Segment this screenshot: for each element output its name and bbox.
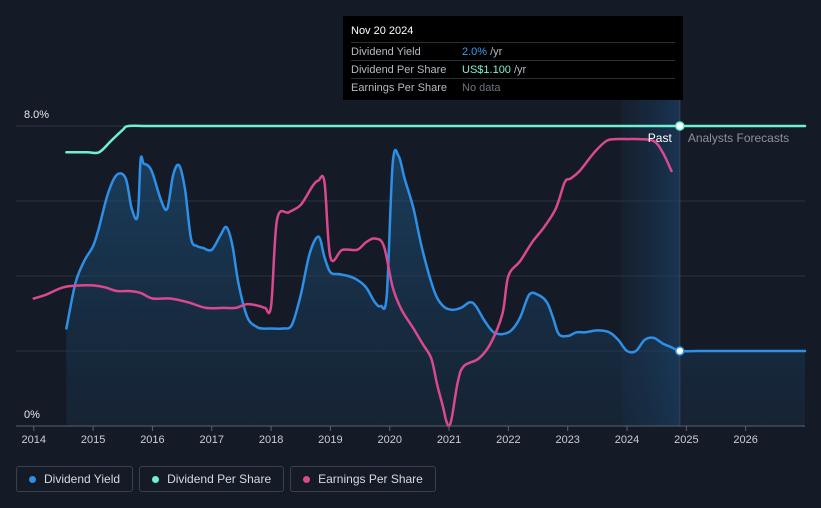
y-tick-label-top: 8.0% xyxy=(24,109,49,121)
series-area-dividend-yield xyxy=(66,150,805,426)
past-label: Past xyxy=(648,131,673,145)
tooltip: Nov 20 2024 Dividend Yield 2.0% /yr Divi… xyxy=(343,16,683,100)
legend-item-earnings-per-share[interactable]: Earnings Per Share xyxy=(290,466,436,492)
hover-markers xyxy=(675,121,685,356)
x-axis-ticks: 2014 2015 2016 2017 2018 2019 2020 2021 2022 2023… xyxy=(22,426,758,446)
legend-label: Earnings Per Share xyxy=(318,472,423,486)
legend-dot-icon xyxy=(29,475,36,483)
tooltip-unit: /yr xyxy=(490,45,503,58)
x-tick-label: 2026 xyxy=(733,434,757,446)
tooltip-unit: /yr xyxy=(513,63,527,76)
x-tick-label: 2019 xyxy=(318,434,342,446)
x-tick-label: 2017 xyxy=(200,434,224,446)
x-tick-label: 2018 xyxy=(259,434,283,446)
tooltip-value: No data xyxy=(462,81,501,94)
x-tick-label: 2024 xyxy=(615,434,639,446)
hover-marker-dividend-per-share xyxy=(675,121,685,131)
y-tick-label-bottom: 0% xyxy=(24,409,40,421)
x-tick-label: 2020 xyxy=(377,434,401,446)
tooltip-row-earnings-per-share: Earnings Per Share No data xyxy=(351,78,675,96)
legend: Dividend Yield Dividend Per Share Earnin… xyxy=(16,466,436,492)
tooltip-date: Nov 20 2024 xyxy=(351,25,414,37)
legend-label: Dividend Yield xyxy=(44,472,121,486)
x-tick-label: 2016 xyxy=(140,434,164,446)
series-line-dividend-yield xyxy=(65,148,807,354)
tooltip-label: Dividend Per Share xyxy=(351,63,447,76)
analysts-forecasts-label: Analysts Forecasts xyxy=(688,131,789,145)
x-tick-label: 2022 xyxy=(496,434,520,446)
legend-dot-icon xyxy=(152,475,160,483)
legend-dot-icon xyxy=(303,475,311,483)
legend-item-dividend-yield[interactable]: Dividend Yield xyxy=(16,466,134,492)
x-tick-label: 2021 xyxy=(437,434,461,446)
tooltip-label: Earnings Per Share xyxy=(351,81,447,94)
x-tick-label: 2015 xyxy=(81,434,105,446)
legend-label: Dividend Per Share xyxy=(167,472,272,486)
x-tick-label: 2025 xyxy=(674,434,698,446)
x-tick-label: 2014 xyxy=(22,434,46,446)
x-tick-label: 2023 xyxy=(555,434,579,446)
tooltip-label: Dividend Yield xyxy=(351,45,421,58)
tooltip-row-dividend-per-share: Dividend Per Share US$1.100 /yr xyxy=(351,60,675,78)
tooltip-value: 2.0% xyxy=(462,45,488,58)
tooltip-row-dividend-yield: Dividend Yield 2.0% /yr xyxy=(351,42,675,60)
hover-marker-dividend-yield xyxy=(675,346,685,356)
series-layer xyxy=(32,124,807,428)
tooltip-value: US$1.100 xyxy=(462,63,511,76)
legend-item-dividend-per-share[interactable]: Dividend Per Share xyxy=(139,466,285,492)
series-line-earnings-per-share xyxy=(32,137,673,428)
